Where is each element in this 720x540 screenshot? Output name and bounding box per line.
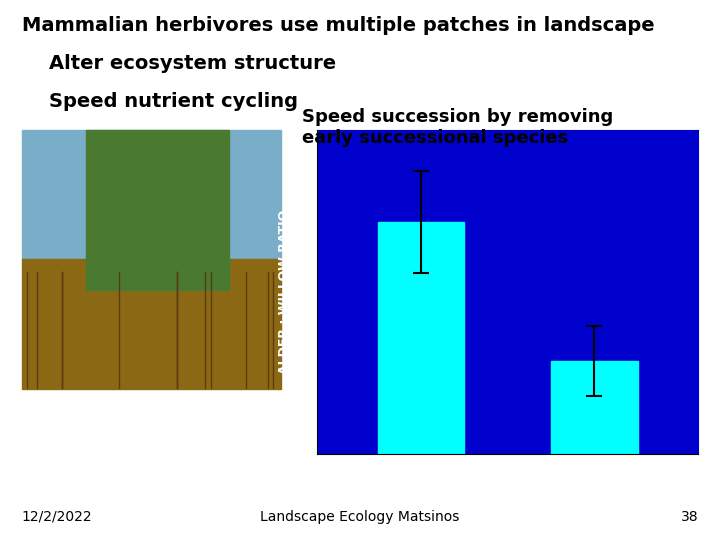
- Bar: [86, 130, 229, 291]
- Text: Alter ecosystem structure: Alter ecosystem structure: [22, 54, 336, 73]
- Bar: [551, 361, 638, 454]
- Text: Speed succession by removing
early successional species: Speed succession by removing early succe…: [302, 108, 613, 147]
- Bar: [22, 130, 281, 259]
- Bar: [22, 259, 281, 389]
- Bar: [377, 222, 464, 454]
- Text: 12/2/2022: 12/2/2022: [22, 510, 92, 524]
- Text: Speed nutrient cycling: Speed nutrient cycling: [22, 92, 297, 111]
- Y-axis label: ALDER : WILLOW RATIO: ALDER : WILLOW RATIO: [279, 210, 292, 374]
- Text: 38: 38: [681, 510, 698, 524]
- Text: Landscape Ecology Matsinos: Landscape Ecology Matsinos: [261, 510, 459, 524]
- Text: Mammalian herbivores use multiple patches in landscape: Mammalian herbivores use multiple patche…: [22, 16, 654, 35]
